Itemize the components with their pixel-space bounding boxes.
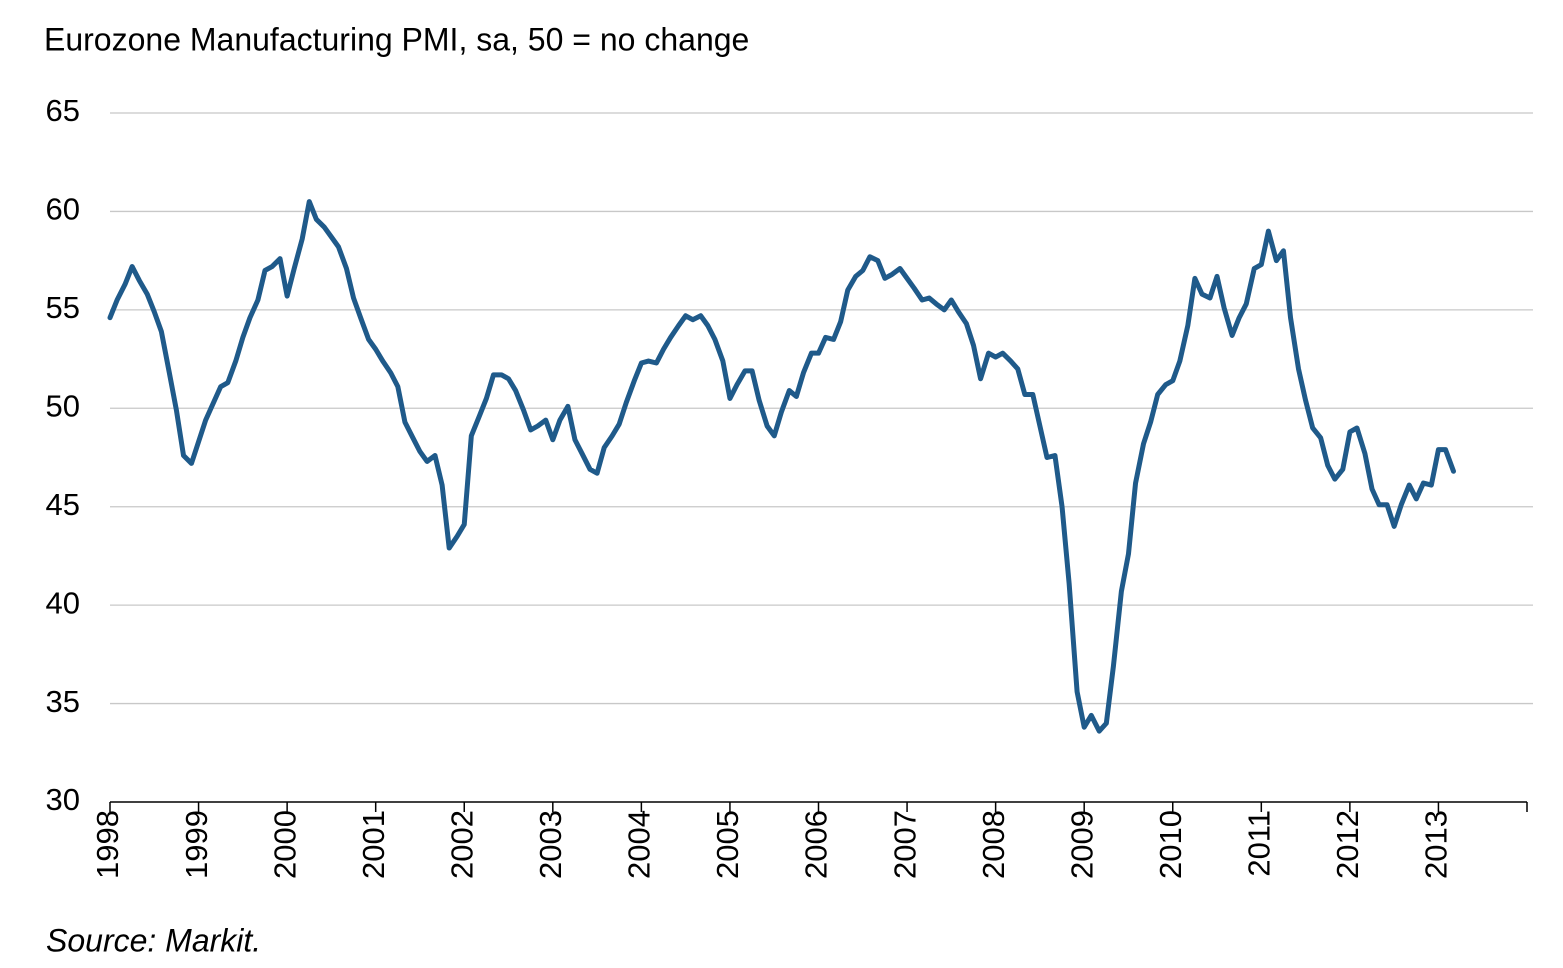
x-tick-label: 1998 — [90, 810, 125, 879]
data-line — [107, 199, 1456, 734]
x-tick-label: 2004 — [622, 810, 657, 879]
x-tick-label: 1999 — [179, 810, 214, 879]
chart-subtitle: Eurozone Manufacturing PMI, sa, 50 = no … — [44, 21, 749, 57]
y-tick-label: 40 — [46, 585, 80, 620]
y-tick-label: 60 — [46, 192, 80, 227]
x-tick-label: 2003 — [533, 810, 568, 879]
y-tick-label: 55 — [46, 290, 80, 325]
x-tick-label: 2007 — [887, 810, 922, 879]
y-tick-label: 45 — [46, 487, 80, 522]
x-tick-label: 2000 — [267, 810, 302, 879]
x-tick-label: 2001 — [356, 810, 391, 879]
x-tick-label: 2011 — [1242, 810, 1277, 877]
y-tick-label: 50 — [46, 388, 80, 423]
x-tick-label: 2002 — [444, 810, 479, 879]
x-tick-label: 2005 — [710, 810, 745, 879]
y-tick-label: 35 — [46, 684, 80, 719]
y-tick-label: 30 — [46, 782, 80, 817]
x-tick-label: 2010 — [1153, 810, 1188, 879]
x-tick-label: 2012 — [1330, 810, 1365, 879]
x-tick-label: 2008 — [976, 810, 1011, 879]
source-note: Source: Markit. — [46, 922, 261, 958]
x-tick-label: 2009 — [1064, 810, 1099, 879]
x-tick-label: 2013 — [1419, 810, 1454, 879]
y-tick-label: 65 — [46, 93, 80, 128]
x-tick-label: 2006 — [799, 810, 834, 879]
